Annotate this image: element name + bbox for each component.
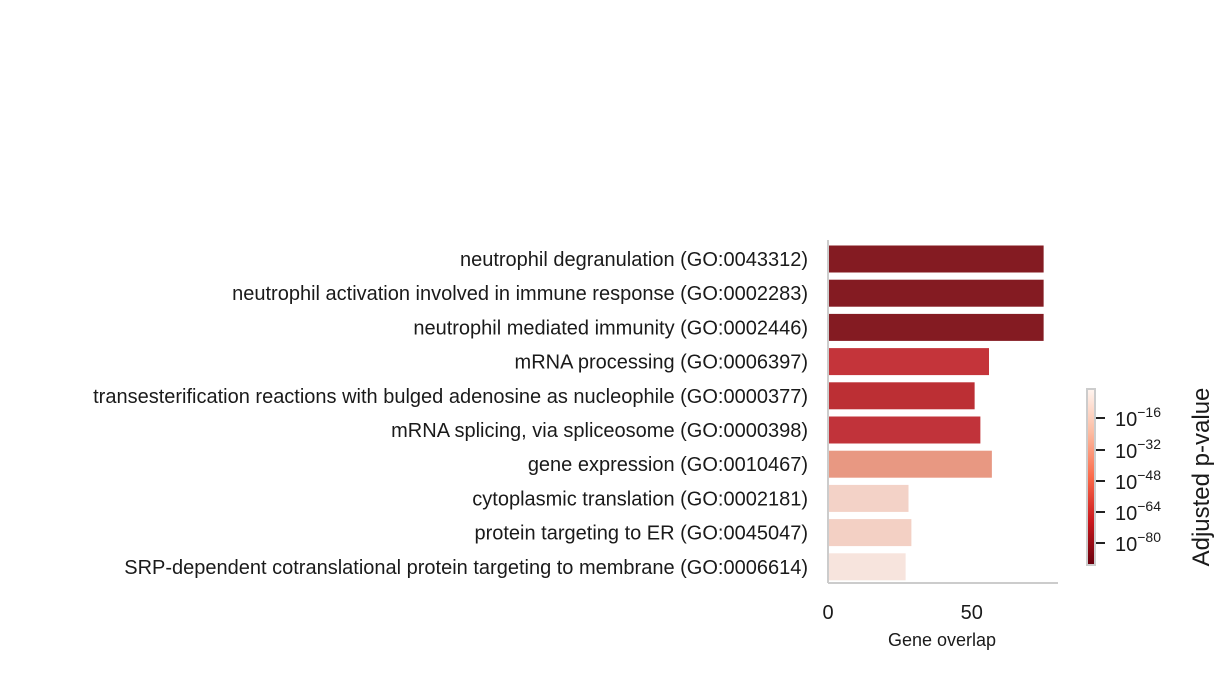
colorbar-tick-label: 10−16 [1115,404,1161,431]
category-label: neutrophil mediated immunity (GO:0002446… [413,317,808,339]
colorbar-tick-label: 10−80 [1115,529,1161,556]
category-label: cytoplasmic translation (GO:0002181) [472,488,808,510]
category-label: neutrophil activation involved in immune… [232,283,808,305]
colorbar-tick-label: 10−48 [1115,467,1161,494]
bar [829,313,1044,341]
category-label: mRNA splicing, via spliceosome (GO:00003… [391,420,808,442]
category-label: neutrophil degranulation (GO:0043312) [460,249,808,271]
colorbar-label: Adjusted p-value [1188,388,1215,567]
x-ticks: 0 50 [822,602,982,624]
bar [829,519,912,547]
x-tick-label: 50 [961,602,983,624]
bar [829,279,1044,307]
category-labels: neutrophil degranulation (GO:0043312) neu… [93,249,808,579]
bar [829,450,992,478]
bar [829,553,906,581]
x-tick-label: 0 [822,602,833,624]
category-label: transesterification reactions with bulge… [93,386,808,408]
category-label: mRNA processing (GO:0006397) [515,352,808,374]
bar [829,382,975,410]
bar [829,484,909,512]
colorbar: 10−16 10−32 10−48 10−64 10−80 Adjusted p-val… [1086,388,1215,567]
bars-layer [829,245,1044,581]
bar [829,416,981,444]
bar [829,245,1044,273]
category-label: SRP-dependent cotranslational protein ta… [124,557,808,579]
colorbar-tick-label: 10−32 [1115,436,1161,463]
colorbar-ticks: 10−16 10−32 10−48 10−64 10−80 [1096,404,1161,556]
colorbar-gradient [1086,388,1096,566]
x-axis-label: Gene overlap [888,630,996,650]
bar [829,348,989,376]
colorbar-tick-label: 10−64 [1115,498,1161,525]
category-label: gene expression (GO:0010467) [528,454,808,476]
category-label: protein targeting to ER (GO:0045047) [474,523,808,545]
